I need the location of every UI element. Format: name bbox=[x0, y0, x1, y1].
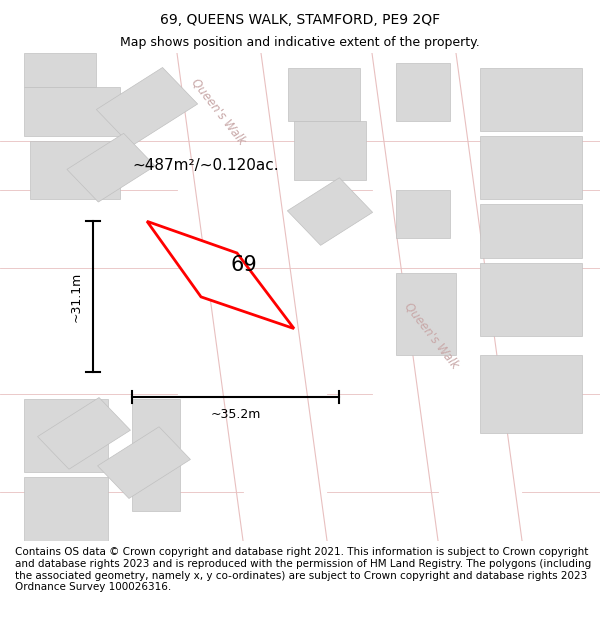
Polygon shape bbox=[132, 399, 180, 448]
Polygon shape bbox=[24, 399, 108, 472]
Text: 69, QUEENS WALK, STAMFORD, PE9 2QF: 69, QUEENS WALK, STAMFORD, PE9 2QF bbox=[160, 13, 440, 28]
Polygon shape bbox=[480, 356, 582, 433]
Polygon shape bbox=[480, 204, 582, 258]
Polygon shape bbox=[287, 177, 373, 246]
Polygon shape bbox=[396, 63, 450, 121]
Polygon shape bbox=[24, 53, 96, 88]
Polygon shape bbox=[480, 68, 582, 131]
Text: Queen's Walk: Queen's Walk bbox=[402, 300, 462, 371]
Polygon shape bbox=[24, 88, 120, 136]
Polygon shape bbox=[480, 262, 582, 336]
Text: Contains OS data © Crown copyright and database right 2021. This information is : Contains OS data © Crown copyright and d… bbox=[15, 548, 591, 592]
Polygon shape bbox=[288, 68, 360, 121]
Polygon shape bbox=[480, 136, 582, 199]
Polygon shape bbox=[177, 53, 327, 541]
Polygon shape bbox=[98, 427, 190, 499]
Polygon shape bbox=[396, 272, 456, 356]
Polygon shape bbox=[132, 453, 180, 511]
Text: Map shows position and indicative extent of the property.: Map shows position and indicative extent… bbox=[120, 36, 480, 49]
Polygon shape bbox=[396, 189, 450, 238]
Polygon shape bbox=[38, 398, 130, 469]
Polygon shape bbox=[67, 133, 155, 202]
Polygon shape bbox=[147, 221, 294, 329]
Text: ~35.2m: ~35.2m bbox=[211, 408, 260, 421]
Text: ~31.1m: ~31.1m bbox=[69, 272, 82, 322]
Polygon shape bbox=[24, 478, 108, 541]
Polygon shape bbox=[294, 121, 366, 180]
Polygon shape bbox=[372, 53, 522, 541]
Polygon shape bbox=[30, 141, 120, 199]
Text: Queen's Walk: Queen's Walk bbox=[189, 76, 249, 148]
Text: 69: 69 bbox=[230, 255, 257, 275]
Polygon shape bbox=[97, 68, 197, 146]
Text: ~487m²/~0.120ac.: ~487m²/~0.120ac. bbox=[132, 158, 278, 172]
